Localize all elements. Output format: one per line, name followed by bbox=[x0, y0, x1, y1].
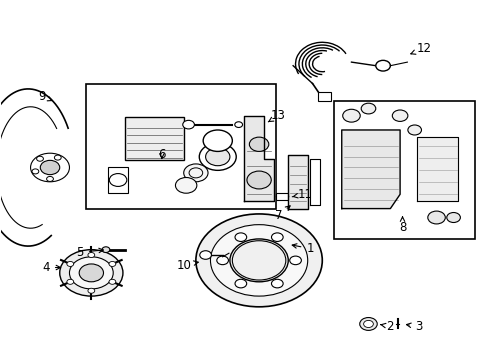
Circle shape bbox=[69, 257, 113, 289]
Text: 4: 4 bbox=[42, 261, 61, 274]
Text: 3: 3 bbox=[406, 320, 422, 333]
Circle shape bbox=[205, 148, 229, 166]
Text: 6: 6 bbox=[158, 148, 165, 162]
Circle shape bbox=[363, 320, 372, 328]
Bar bbox=[125, 117, 183, 160]
Text: 11: 11 bbox=[292, 188, 312, 201]
Circle shape bbox=[235, 233, 246, 242]
Text: 2: 2 bbox=[380, 320, 393, 333]
Circle shape bbox=[199, 143, 236, 170]
Circle shape bbox=[175, 177, 197, 193]
Circle shape bbox=[67, 261, 74, 266]
Text: 10: 10 bbox=[176, 258, 198, 271]
Circle shape bbox=[200, 251, 211, 259]
Circle shape bbox=[446, 212, 459, 222]
Circle shape bbox=[271, 233, 283, 242]
Circle shape bbox=[109, 279, 116, 284]
Polygon shape bbox=[416, 137, 458, 202]
Text: 1: 1 bbox=[292, 242, 313, 255]
Circle shape bbox=[229, 239, 287, 282]
Circle shape bbox=[30, 153, 69, 182]
Circle shape bbox=[109, 261, 116, 266]
Circle shape bbox=[361, 103, 375, 114]
Circle shape bbox=[375, 60, 389, 71]
Circle shape bbox=[249, 137, 268, 152]
Circle shape bbox=[79, 264, 103, 282]
Bar bbox=[334, 102, 474, 239]
Circle shape bbox=[183, 120, 194, 129]
Bar bbox=[276, 193, 287, 200]
Polygon shape bbox=[341, 130, 399, 208]
Circle shape bbox=[88, 252, 95, 257]
Circle shape bbox=[359, 318, 376, 330]
Text: 9: 9 bbox=[38, 90, 52, 103]
Circle shape bbox=[109, 174, 126, 186]
Circle shape bbox=[427, 211, 445, 224]
Bar bbox=[86, 84, 276, 208]
Circle shape bbox=[60, 249, 122, 296]
Text: 13: 13 bbox=[268, 109, 285, 122]
Text: 5: 5 bbox=[76, 246, 103, 258]
Circle shape bbox=[216, 256, 228, 265]
Circle shape bbox=[391, 110, 407, 121]
Circle shape bbox=[407, 125, 421, 135]
Circle shape bbox=[189, 168, 202, 178]
Bar bbox=[108, 167, 127, 193]
Circle shape bbox=[183, 164, 207, 182]
Text: 8: 8 bbox=[398, 217, 406, 234]
Circle shape bbox=[88, 288, 95, 293]
Circle shape bbox=[203, 130, 232, 152]
Circle shape bbox=[32, 169, 39, 174]
Bar bbox=[318, 93, 330, 102]
Text: 7: 7 bbox=[274, 206, 289, 222]
Circle shape bbox=[246, 171, 271, 189]
Circle shape bbox=[289, 256, 301, 265]
Circle shape bbox=[244, 249, 273, 271]
Circle shape bbox=[102, 247, 110, 252]
Circle shape bbox=[54, 155, 61, 160]
Circle shape bbox=[67, 279, 74, 284]
Circle shape bbox=[271, 279, 283, 288]
Circle shape bbox=[46, 176, 53, 181]
Polygon shape bbox=[244, 116, 273, 202]
Circle shape bbox=[234, 122, 242, 127]
Circle shape bbox=[210, 225, 307, 296]
Text: 12: 12 bbox=[410, 42, 431, 55]
Circle shape bbox=[232, 241, 285, 280]
Circle shape bbox=[235, 279, 246, 288]
Circle shape bbox=[40, 160, 60, 175]
Circle shape bbox=[342, 109, 360, 122]
Circle shape bbox=[37, 156, 43, 161]
Polygon shape bbox=[287, 155, 307, 208]
Circle shape bbox=[196, 214, 322, 307]
